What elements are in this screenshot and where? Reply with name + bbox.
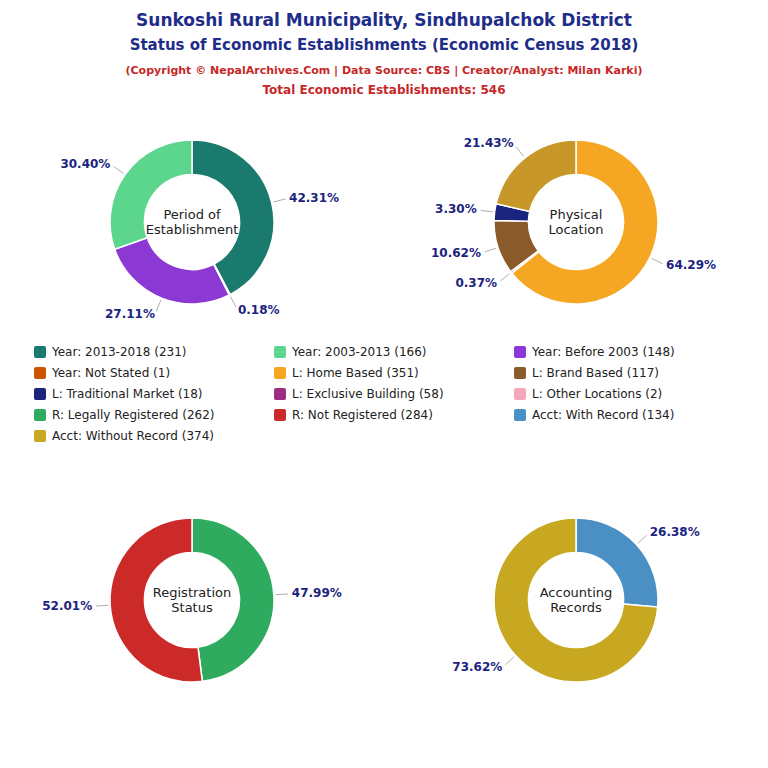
leader-line: [516, 147, 523, 156]
data-label: 3.30%: [435, 202, 477, 216]
legend-label: Acct: Without Record (374): [52, 429, 214, 443]
data-label: 21.43%: [464, 136, 514, 150]
title: Status of Economic Establishments (Econo…: [130, 36, 639, 54]
data-label: 64.29%: [666, 258, 716, 272]
slice: [115, 238, 230, 304]
leader-line: [481, 210, 493, 211]
data-label: 30.40%: [60, 157, 110, 171]
legend-swatch: [34, 367, 46, 379]
pie: 64.29% 0.37% 10.62% 3.30% 21.43% PhysicalLoca…: [431, 136, 716, 304]
leader-line: [638, 535, 647, 543]
slice: [496, 140, 576, 211]
legend-label: R: Legally Registered (262): [52, 408, 214, 422]
leader-line: [500, 274, 509, 281]
data-label: 0.37%: [455, 276, 497, 290]
legend-label: L: Brand Based (117): [532, 366, 659, 380]
data-label: 73.62%: [452, 660, 502, 674]
data-label: 52.01%: [42, 599, 92, 613]
legend-swatch: [34, 430, 46, 442]
legend-swatch: [514, 367, 526, 379]
legend-swatch: [34, 388, 46, 400]
leader-line: [652, 258, 663, 263]
subtitle: (Copyright © NepalArchives.Com | Data So…: [126, 64, 643, 77]
legend-label: Year: 2013-2018 (231): [51, 345, 187, 359]
subtitle: Total Economic Establishments: 546: [263, 83, 506, 97]
data-label: 27.11%: [105, 307, 155, 321]
legend-label: Year: Before 2003 (148): [531, 345, 675, 359]
pie: 42.31% 0.18% 27.11% 30.40% Period ofEstablis…: [60, 140, 339, 321]
legend-swatch: [514, 388, 526, 400]
legend-label: R: Not Registered (284): [292, 408, 433, 422]
data-label: 0.18%: [238, 303, 280, 317]
pie-title: RegistrationStatus: [153, 585, 231, 615]
slice: [494, 221, 538, 272]
data-label: 10.62%: [431, 246, 481, 260]
leader-line: [114, 167, 124, 174]
chart: Sunkoshi Rural Municipality, Sindhupalch…: [0, 0, 768, 768]
pie-title: AccountingRecords: [540, 585, 613, 615]
leader-line: [485, 248, 496, 252]
leader-line: [274, 199, 286, 202]
pie: 47.99% 52.01% RegistrationStatus: [42, 518, 342, 682]
pie-title: Period ofEstablishment: [146, 207, 239, 237]
leader-line: [231, 297, 237, 308]
legend-swatch: [34, 409, 46, 421]
legend-label: Acct: With Record (134): [532, 408, 674, 422]
legend-label: L: Home Based (351): [292, 366, 419, 380]
legend-label: L: Other Locations (2): [532, 387, 662, 401]
legend-label: Year: 2003-2013 (166): [291, 345, 427, 359]
slice: [494, 518, 658, 682]
legend-swatch: [274, 388, 286, 400]
title: Sunkoshi Rural Municipality, Sindhupalch…: [136, 10, 632, 30]
leader-line: [96, 605, 108, 607]
legend-label: L: Traditional Market (18): [52, 387, 203, 401]
leader-line: [276, 593, 288, 595]
data-label: 47.99%: [292, 586, 342, 600]
legend: Year: 2013-2018 (231) Year: 2003-2013 (16…: [34, 345, 675, 443]
data-label: 42.31%: [289, 191, 339, 205]
leader-line: [505, 657, 514, 665]
legend-swatch: [274, 346, 286, 358]
legend-swatch: [34, 346, 46, 358]
leader-line: [156, 300, 160, 311]
legend-swatch: [274, 367, 286, 379]
pie: 26.38% 73.62% AccountingRecords: [452, 518, 699, 682]
data-label: 26.38%: [650, 525, 700, 539]
legend-swatch: [514, 346, 526, 358]
legend-label: Year: Not Stated (1): [51, 366, 170, 380]
legend-swatch: [514, 409, 526, 421]
pie-title: PhysicalLocation: [549, 207, 604, 237]
legend-label: L: Exclusive Building (58): [292, 387, 444, 401]
legend-swatch: [274, 409, 286, 421]
